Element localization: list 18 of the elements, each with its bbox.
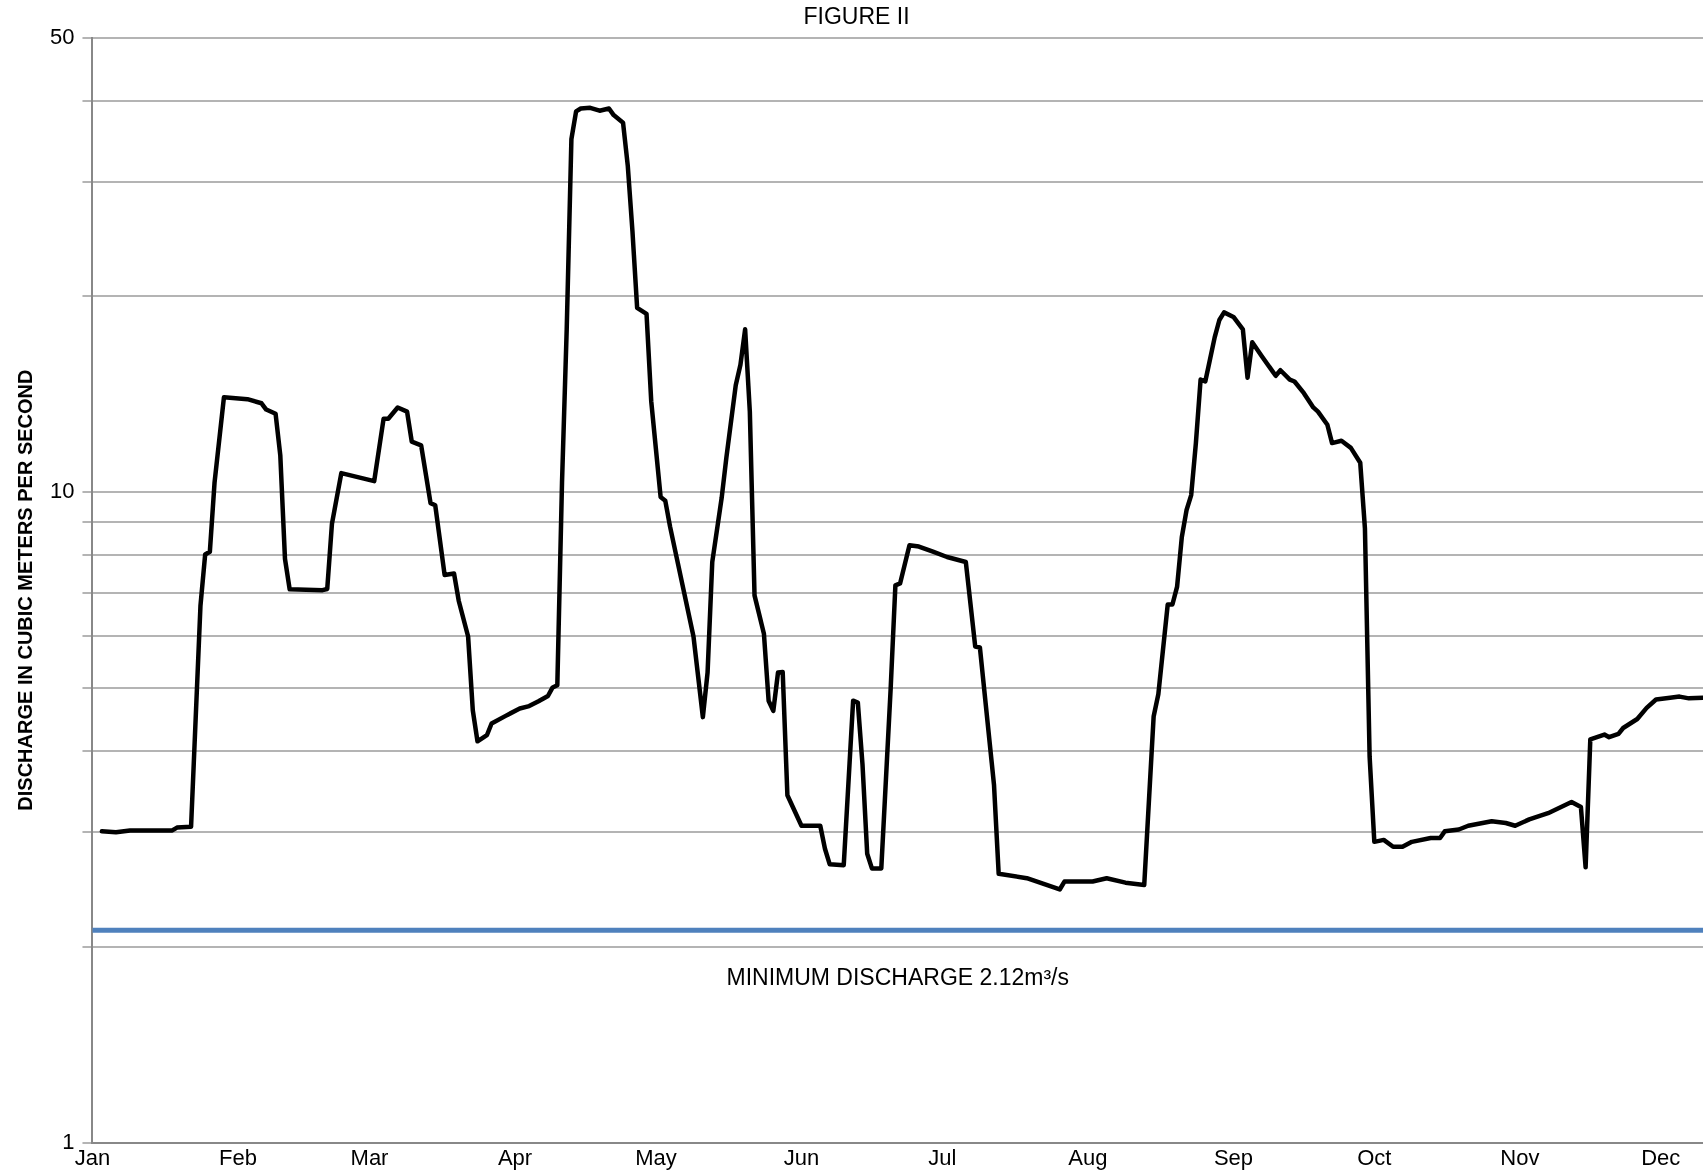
y-tick-label: 1	[62, 1128, 75, 1154]
x-tick-label: Jul	[928, 1144, 957, 1170]
x-tick-label: Jan	[74, 1144, 111, 1170]
y-axis-title: DISCHARGE IN CUBIC METERS PER SECOND	[13, 369, 36, 811]
x-tick-label: Feb	[219, 1144, 257, 1170]
x-tick-label: Jun	[783, 1144, 820, 1170]
x-tick-label: Apr	[497, 1144, 533, 1170]
x-tick-label: Dec	[1641, 1144, 1681, 1170]
x-tick-label: May	[635, 1144, 677, 1170]
x-tick-label: Sep	[1213, 1144, 1254, 1170]
y-tick-label: 50	[49, 23, 75, 49]
chart-title: FIGURE II	[803, 3, 910, 30]
x-tick-label: Mar	[350, 1144, 389, 1170]
ref-line-label: MINIMUM DISCHARGE 2.12m³/s	[726, 963, 1069, 990]
x-tick-label: Nov	[1500, 1144, 1540, 1170]
y-tick-label: 10	[49, 478, 75, 504]
x-tick-label: Oct	[1357, 1144, 1392, 1170]
x-tick-label: Aug	[1068, 1144, 1108, 1170]
